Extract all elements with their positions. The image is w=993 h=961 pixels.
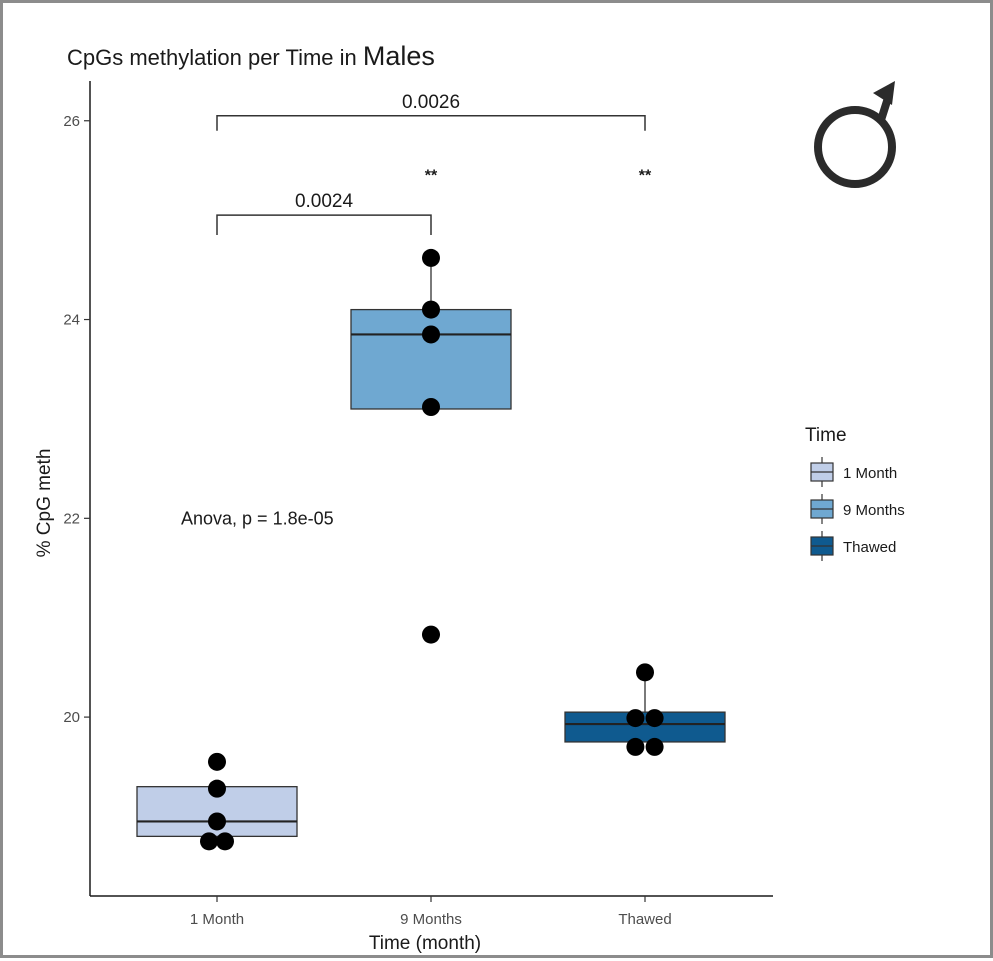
chart-svg: CpGs methylation per Time in Males 20222… [34,41,905,954]
y-tick-label: 20 [63,709,80,726]
chart-title: CpGs methylation per Time in Males [67,41,435,71]
legend-label: 1 Month [843,465,897,482]
comparison-p-value: 0.0024 [295,191,354,212]
box-9-months [350,308,512,410]
data-point [422,625,440,644]
data-point [422,398,440,416]
data-point [422,248,440,267]
data-point [636,663,654,682]
legend-title: Time [805,425,847,446]
data-point [208,779,226,798]
data-point [208,812,226,831]
legend-label: 9 Months [843,502,905,519]
x-tick-label: 9 Months [400,911,462,928]
x-axis-title: Time (month) [369,933,481,954]
significance-stars: ** [639,167,652,184]
legend-label: Thawed [843,539,896,556]
chart-title-main: CpGs methylation per Time in [67,45,357,70]
data-point [216,832,234,851]
plot-area: 20 22 24 26 1 Month 9 Months Thawed 0.0026 0.002… [63,81,773,928]
male-symbol-icon [814,81,896,188]
data-point [645,709,664,728]
comparison-bracket [216,115,646,131]
y-tick-label: 24 [63,312,80,329]
data-point [208,752,226,771]
y-axis-title: % CpG meth [34,449,55,558]
significance-stars: ** [425,167,438,184]
data-point [422,300,440,319]
x-tick-label: Thawed [618,911,671,928]
chart-title-emph: Males [363,41,435,71]
x-tick-label: 1 Month [190,911,244,928]
y-tick-label: 22 [63,510,80,527]
legend: Time 1 Month 9 Months Thawed [805,425,905,561]
anova-annotation: Anova, p = 1.8e-05 [181,508,334,528]
y-tick-label: 26 [63,113,80,130]
data-point [422,325,440,344]
comparison-bracket [216,214,432,236]
data-point [626,709,645,728]
data-point [645,737,664,756]
data-point [626,737,645,756]
box-thawed [564,711,726,743]
data-point [200,832,218,851]
comparison-p-value: 0.0026 [402,92,460,113]
